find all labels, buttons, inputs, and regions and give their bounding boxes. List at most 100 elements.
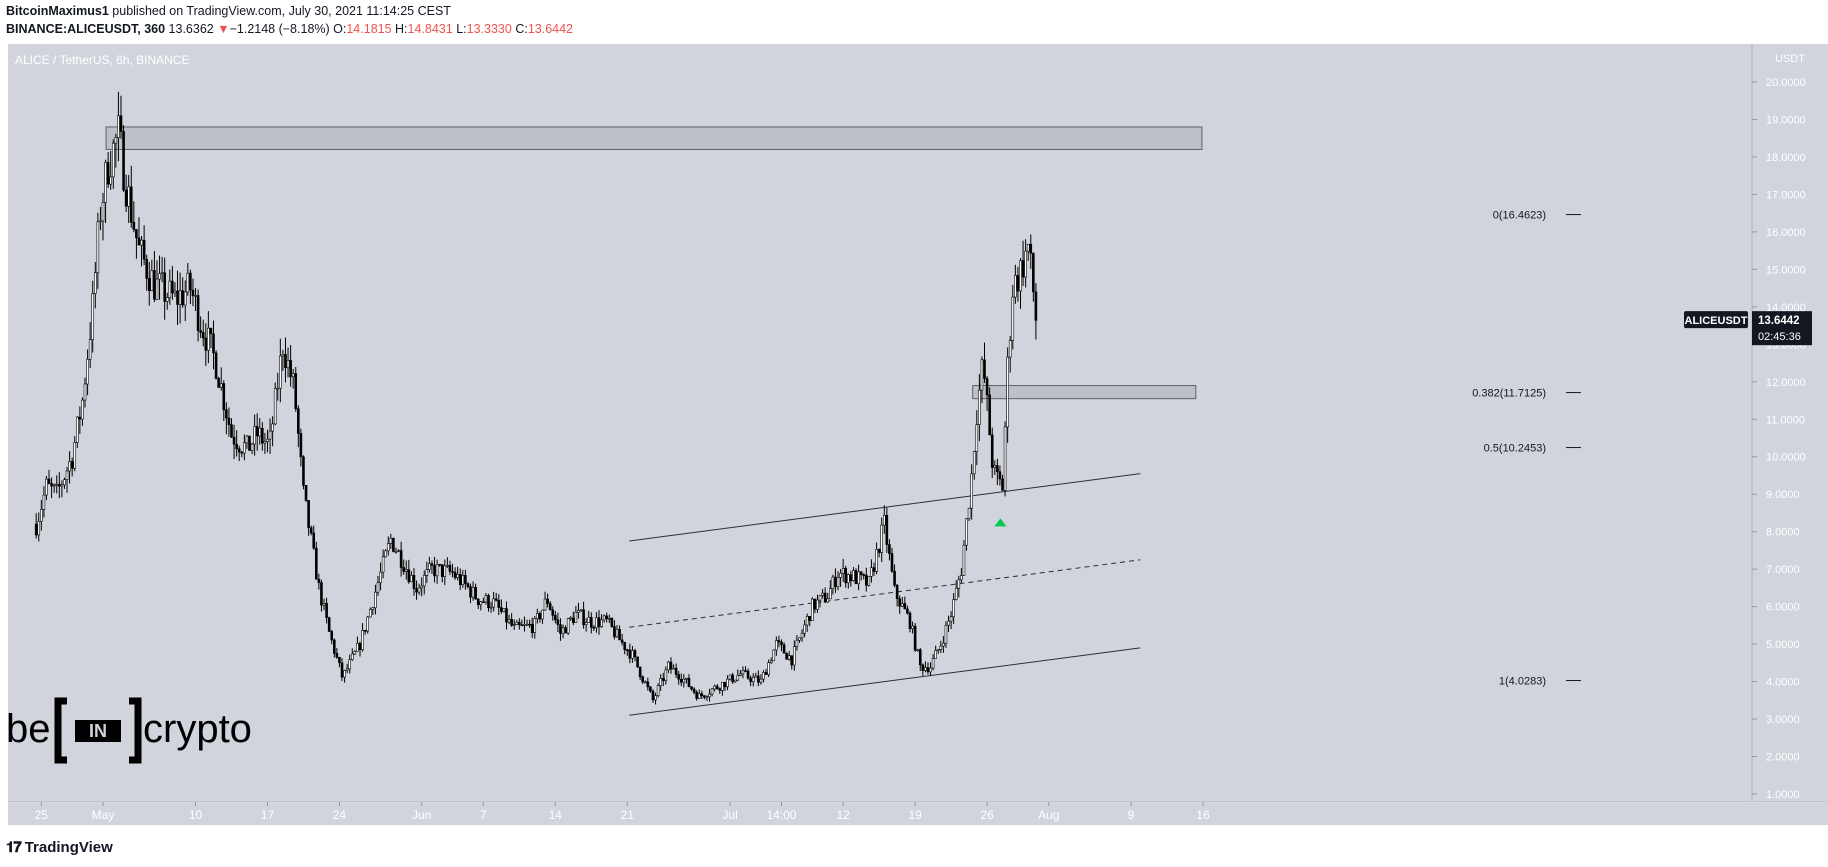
candle-body (165, 297, 169, 302)
candle-body (525, 623, 529, 626)
candle-body (885, 515, 889, 545)
candle-body (471, 586, 475, 598)
candle-body (628, 649, 632, 659)
y-tick-label: 14.0000 (1766, 302, 1806, 314)
symbol-tag-label: ALICEUSDT (1685, 315, 1748, 327)
candle-body (510, 618, 513, 626)
candle-body (664, 669, 668, 681)
candle-body (135, 229, 138, 239)
candle-body (266, 438, 269, 442)
candle-body (245, 435, 249, 444)
candle-body (297, 408, 300, 434)
close-label: C: (515, 22, 528, 36)
candle-body (458, 573, 462, 586)
candle-body (448, 565, 452, 572)
candle-body (212, 333, 215, 354)
candle-body (443, 565, 447, 577)
candle-body (844, 568, 848, 584)
candle-body (985, 378, 989, 396)
candle-body (466, 583, 470, 587)
candle-body (232, 436, 236, 445)
candle-body (674, 667, 678, 675)
candle-body (572, 617, 575, 623)
candle-body (1032, 252, 1035, 293)
candle-body (996, 465, 999, 473)
candle-body (615, 628, 619, 638)
candle-body (330, 631, 334, 641)
candle-body (309, 527, 313, 534)
x-tick-label: 21 (621, 808, 635, 822)
candle-body (155, 278, 159, 300)
candle-body (954, 587, 958, 600)
candle-body (140, 239, 143, 246)
candle-body (667, 661, 670, 671)
candle-body (602, 615, 606, 621)
candle-body (91, 293, 95, 340)
fib-label: 0.5(10.2453) (1484, 443, 1546, 455)
candle-body (834, 576, 837, 588)
currency-label: USDT (1775, 53, 1805, 65)
candle-body (425, 569, 429, 576)
candle-body (204, 337, 208, 351)
candle-body (422, 575, 426, 587)
candle-body (618, 628, 621, 641)
x-tick-label: 17 (261, 808, 275, 822)
candle-body (65, 470, 69, 480)
candle-body (659, 678, 662, 686)
candle-body (607, 617, 611, 620)
x-tick-label: 9 (1128, 808, 1135, 822)
tradingview-footer[interactable]: 𝟏𝟕 TradingView (6, 839, 113, 856)
candle-body (81, 399, 84, 420)
candle-body (584, 622, 588, 626)
candle-body (404, 569, 408, 572)
candle-body (556, 619, 560, 625)
candle-body (852, 570, 855, 581)
candle-body (533, 618, 537, 634)
symbol-tag (1684, 311, 1748, 329)
candle-body (119, 115, 123, 132)
candle-body (173, 290, 177, 294)
y-tick-label: 3.0000 (1766, 714, 1800, 726)
candle-body (338, 656, 341, 664)
candle-body (127, 186, 130, 207)
candle-body (831, 576, 835, 589)
candle-body (237, 448, 241, 453)
candle-body (882, 515, 886, 526)
candle-body (970, 473, 973, 509)
candle-body (42, 494, 46, 510)
candle-body (911, 625, 914, 629)
candle-body (715, 685, 719, 689)
y-tick-label: 6.0000 (1766, 602, 1800, 614)
candle-body (73, 442, 77, 469)
candle-body (551, 609, 555, 616)
candle-body (798, 637, 801, 641)
candle-body (381, 556, 385, 573)
candle-body (194, 295, 197, 297)
publish-info: BitcoinMaximus1 published on TradingView… (6, 3, 451, 19)
candles (34, 91, 1038, 705)
candle-body (304, 485, 308, 501)
candle-body (548, 603, 552, 611)
change-down-arrow-icon: ▼ (217, 22, 230, 36)
candle-body (638, 666, 642, 678)
candle-body (952, 599, 955, 618)
candle-body (769, 660, 773, 663)
candle-body (1001, 478, 1004, 491)
candle-body (808, 616, 812, 621)
candle-body (1029, 243, 1033, 254)
candle-body (99, 220, 102, 223)
candle-body (196, 295, 200, 331)
y-tick-label: 18.0000 (1766, 152, 1806, 164)
candle-body (435, 564, 439, 577)
candle-body (654, 695, 657, 701)
candle-body (695, 691, 698, 699)
candle-body (279, 355, 282, 389)
x-tick-label: 14 (549, 808, 563, 822)
candle-body (183, 291, 187, 306)
candle-body (320, 582, 323, 606)
candle-body (289, 360, 292, 378)
candle-body (150, 270, 154, 291)
candle-body (474, 586, 477, 600)
candle-body (114, 137, 118, 144)
